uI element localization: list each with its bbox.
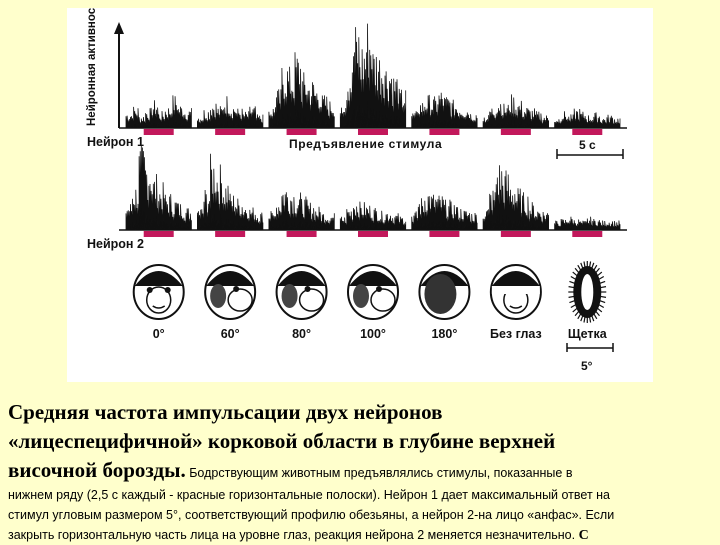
y-axis-label: Нейронная активность <box>86 8 98 126</box>
caption-title-line1: Средняя частота импульсации двух нейроно… <box>8 400 443 424</box>
brush-icon <box>568 261 607 323</box>
neuron1-traces <box>125 23 621 129</box>
neuron2-trace-3 <box>339 201 407 231</box>
stimulus-bar-n1-4 <box>429 129 460 135</box>
neuron2-trace-2 <box>268 192 335 231</box>
stimulus-label-0: 0° <box>153 327 165 341</box>
neuron2-trace-6 <box>554 216 621 231</box>
figure-caption: Средняя частота импульсации двух нейроно… <box>8 398 716 545</box>
neuron2-trace-0 <box>125 145 192 231</box>
neuron-activity-figure: Нейронная активность Нейрон 1 Предъявлен… <box>86 8 627 373</box>
neuron2-trace-1 <box>197 153 264 231</box>
caption-text-line5: стимул угловым размером 5°, соответствую… <box>8 508 615 522</box>
stimulus-bars <box>143 129 603 237</box>
stimulus-images <box>132 261 607 323</box>
neuron1-label: Нейрон 1 <box>87 135 144 149</box>
stimulus-bar-n1-2 <box>286 129 317 135</box>
caption-title-line2: «лицеспецифичной» корковой области в глу… <box>8 429 556 453</box>
monkey-head-back-icon <box>418 264 471 320</box>
caption-text-line6: закрыть горизонтальную часть лица на уро… <box>8 528 576 542</box>
stimulus-bar-n1-3 <box>358 129 388 135</box>
stimulus-label-3: 100° <box>360 327 386 341</box>
stimulus-bar-n1-5 <box>500 129 531 135</box>
angle-scale-bar <box>566 343 614 352</box>
stimulus-bar-n1-6 <box>572 129 603 135</box>
stimulus-bar-n2-5 <box>500 231 531 237</box>
monkey-face-frontal-icon <box>132 264 185 320</box>
caption-title-line3: височной борозды. <box>8 458 186 482</box>
stimulus-bar-n2-0 <box>143 231 174 237</box>
neuron2-label: Нейрон 2 <box>87 237 144 251</box>
neuron1-trace-4 <box>411 92 478 129</box>
time-scale-bar <box>556 149 624 159</box>
neuron1-trace-0 <box>125 95 192 129</box>
neuron1-trace-5 <box>482 94 549 129</box>
stimulus-label-6: Щетка <box>568 327 608 341</box>
figure-panel: Нейронная активность Нейрон 1 Предъявлен… <box>67 8 653 382</box>
stimulus-bar-n1-0 <box>143 129 174 135</box>
stimulus-label-1: 60° <box>221 327 240 341</box>
monkey-face-no-eyes-icon <box>489 264 542 320</box>
stimulus-bar-n2-4 <box>429 231 460 237</box>
stimulus-bar-n2-6 <box>572 231 603 237</box>
caption-text-line3: Бодрствующим животным предъявлялись стим… <box>185 466 573 480</box>
stimulus-label-4: 180° <box>431 327 457 341</box>
stimulus-bar-n1-1 <box>215 129 246 135</box>
neuron1-trace-3 <box>339 23 407 129</box>
stimulus-label-2: 80° <box>292 327 311 341</box>
y-axis-arrow-icon <box>114 22 124 34</box>
stimulus-labels: 0° 60° 80° 100° 180° Без глаз Щетка <box>153 327 608 341</box>
neuron1-trace-1 <box>197 96 264 129</box>
neuron1-trace-2 <box>268 52 335 129</box>
stimulus-label: Предъявление стимула <box>289 137 442 151</box>
caption-text-line4: нижнем ряду (2,5 с каждый - красные гори… <box>8 488 610 502</box>
caption-text-tail: С <box>575 528 589 543</box>
neuron1-trace-6 <box>554 108 621 129</box>
time-scale-label: 5 с <box>579 138 596 152</box>
stimulus-bar-n2-2 <box>286 231 317 237</box>
stimulus-label-5: Без глаз <box>490 327 542 341</box>
neuron2-trace-4 <box>411 194 478 231</box>
monkey-face-100-icon <box>347 264 399 320</box>
monkey-face-80-icon <box>275 264 328 320</box>
neuron2-trace-5 <box>482 165 549 231</box>
neuron2-traces <box>125 145 621 231</box>
stimulus-bar-n2-3 <box>358 231 388 237</box>
stimulus-bar-n2-1 <box>215 231 246 237</box>
angle-scale-label: 5° <box>581 359 593 373</box>
monkey-face-60-icon <box>204 264 257 320</box>
